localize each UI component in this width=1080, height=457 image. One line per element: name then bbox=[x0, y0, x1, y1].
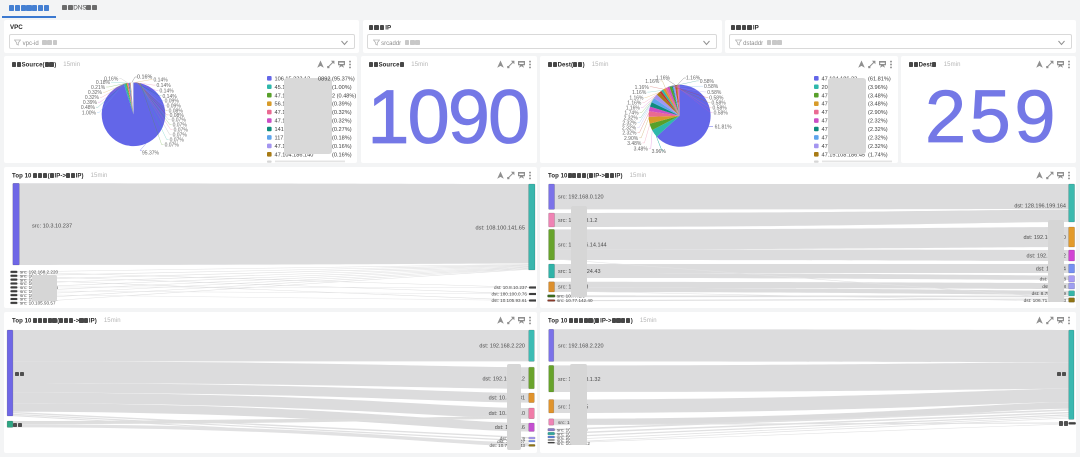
svg-text:1.16%: 1.16% bbox=[626, 106, 641, 112]
svg-text:0.07%: 0.07% bbox=[173, 122, 188, 128]
svg-text:dst: 180.100.0.76: dst: 180.100.0.76 bbox=[491, 292, 527, 297]
svg-text:0.58%: 0.58% bbox=[709, 95, 724, 101]
svg-text:(0.16%): (0.16%) bbox=[332, 144, 352, 150]
svg-text:dst: 192.168.1.12: dst: 192.168.1.12 bbox=[482, 377, 525, 383]
svg-text:(0.32%): (0.32%) bbox=[332, 110, 352, 116]
svg-text:47.104.186.140: 47.104.186.140 bbox=[275, 153, 314, 159]
svg-text:1.16%: 1.16% bbox=[635, 85, 650, 91]
svg-text:0.58%: 0.58% bbox=[704, 84, 719, 90]
svg-text:dst: 192.168.2.220: dst: 192.168.2.220 bbox=[479, 344, 525, 350]
svg-text:0.58%: 0.58% bbox=[700, 79, 715, 85]
svg-text:0.14%: 0.14% bbox=[157, 83, 172, 89]
svg-text:src: 10.3.10.237: src: 10.3.10.237 bbox=[32, 224, 72, 230]
svg-text:0.08%: 0.08% bbox=[170, 113, 185, 119]
svg-text:(61.81%): (61.81%) bbox=[868, 76, 891, 82]
svg-text:1.16%: 1.16% bbox=[627, 101, 642, 107]
svg-text:0.14%: 0.14% bbox=[160, 89, 175, 95]
svg-text:dst: 192.168.3.40: dst: 192.168.3.40 bbox=[1023, 235, 1066, 241]
svg-text:0.07%: 0.07% bbox=[174, 127, 189, 133]
svg-text:61.81%: 61.81% bbox=[715, 125, 733, 131]
svg-text:0.09%: 0.09% bbox=[167, 103, 182, 109]
svg-text:dst: 106.71.182.143: dst: 106.71.182.143 bbox=[1024, 298, 1067, 304]
svg-text:1.16%: 1.16% bbox=[629, 95, 644, 101]
svg-text:2.32%: 2.32% bbox=[624, 116, 639, 122]
svg-text:(2.32%): (2.32%) bbox=[868, 136, 888, 142]
svg-text:1.00%: 1.00% bbox=[82, 111, 97, 117]
svg-text:(0.16%): (0.16%) bbox=[332, 153, 352, 159]
svg-text:1.16%: 1.16% bbox=[656, 76, 671, 82]
svg-text:0.08%: 0.08% bbox=[169, 108, 184, 114]
svg-text:2.32%: 2.32% bbox=[622, 126, 637, 132]
svg-text:2.32%: 2.32% bbox=[622, 131, 637, 137]
svg-text:2.32%: 2.32% bbox=[622, 121, 637, 127]
svg-text:(1.74%): (1.74%) bbox=[868, 153, 888, 159]
svg-text:(0.27%): (0.27%) bbox=[332, 127, 352, 133]
svg-text:(0.32%): (0.32%) bbox=[332, 119, 352, 125]
svg-text:(2.32%): (2.32%) bbox=[868, 119, 888, 125]
svg-text:1.16%: 1.16% bbox=[645, 79, 660, 85]
svg-text:0.32%: 0.32% bbox=[85, 95, 100, 101]
svg-text:(2.32%): (2.32%) bbox=[868, 127, 888, 133]
svg-text:47.15.108.186:45: 47.15.108.186:45 bbox=[822, 153, 866, 159]
svg-text:95.37%: 95.37% bbox=[142, 151, 160, 157]
svg-text:0.07%: 0.07% bbox=[173, 132, 188, 138]
svg-text:0.07%: 0.07% bbox=[170, 137, 185, 143]
svg-text:src: 192.168.2.220: src: 192.168.2.220 bbox=[20, 270, 58, 275]
svg-text:0.18%: 0.18% bbox=[96, 80, 111, 86]
svg-text:src: 10.3.1.1: src: 10.3.1.1 bbox=[557, 438, 583, 443]
svg-text:0.07%: 0.07% bbox=[165, 143, 180, 149]
svg-text:0.58%: 0.58% bbox=[714, 111, 729, 117]
svg-text:0.39%: 0.39% bbox=[83, 100, 98, 106]
svg-text:0.07%: 0.07% bbox=[172, 118, 187, 124]
svg-text:0892 (95.37%): 0892 (95.37%) bbox=[318, 76, 355, 82]
svg-text:dst: 10.8.10.237: dst: 10.8.10.237 bbox=[494, 285, 527, 290]
svg-text:0.32%: 0.32% bbox=[88, 90, 103, 96]
svg-text:src: 10.9.2.9: src: 10.9.2.9 bbox=[557, 435, 583, 440]
svg-text:dst: 10.105.93.61: dst: 10.105.93.61 bbox=[491, 298, 527, 303]
svg-text:0.21%: 0.21% bbox=[91, 85, 106, 91]
svg-text:0.48%: 0.48% bbox=[81, 105, 96, 111]
svg-text:(3.96%): (3.96%) bbox=[868, 85, 888, 91]
svg-text:0.16%: 0.16% bbox=[137, 75, 152, 81]
svg-text:0.58%: 0.58% bbox=[713, 106, 728, 112]
svg-text:3.96%: 3.96% bbox=[652, 149, 667, 155]
svg-text:0.14%: 0.14% bbox=[154, 78, 169, 84]
svg-text:2.90%: 2.90% bbox=[624, 136, 639, 142]
svg-text:1.16%: 1.16% bbox=[686, 76, 701, 82]
svg-text:src: 10.105.93.57: src: 10.105.93.57 bbox=[20, 301, 56, 306]
svg-text:src: 192.168.0.120: src: 192.168.0.120 bbox=[558, 195, 604, 201]
svg-text:(0.18%): (0.18%) bbox=[332, 136, 352, 142]
svg-text:(2.32%): (2.32%) bbox=[868, 144, 888, 150]
svg-text:0.16%: 0.16% bbox=[104, 77, 119, 83]
svg-text:0.58%: 0.58% bbox=[712, 101, 727, 107]
svg-text:1.16%: 1.16% bbox=[632, 90, 647, 96]
svg-text:0.09%: 0.09% bbox=[165, 99, 180, 105]
svg-text:3.48%: 3.48% bbox=[634, 146, 649, 152]
svg-text:src: 10.77.142.40: src: 10.77.142.40 bbox=[557, 298, 593, 303]
svg-text:dst: 108.100.141.65: dst: 108.100.141.65 bbox=[476, 226, 525, 232]
svg-text:(0.39%): (0.39%) bbox=[332, 102, 352, 108]
svg-text:dst: 192.168.5.2: dst: 192.168.5.2 bbox=[1027, 254, 1066, 260]
svg-text:0.14%: 0.14% bbox=[163, 94, 178, 100]
svg-text:2 (0.48%): 2 (0.48%) bbox=[332, 93, 356, 99]
svg-text:(2.90%): (2.90%) bbox=[868, 110, 888, 116]
svg-text:0.58%: 0.58% bbox=[707, 90, 722, 96]
svg-text:dst: 10.3.10.10: dst: 10.3.10.10 bbox=[489, 411, 525, 417]
svg-text:src: 10.77.1.6: src: 10.77.1.6 bbox=[557, 294, 585, 299]
svg-text:dst: 10.8.10.81: dst: 10.8.10.81 bbox=[489, 396, 525, 402]
svg-text:1.74%: 1.74% bbox=[624, 111, 639, 117]
svg-text:(3.48%): (3.48%) bbox=[868, 93, 888, 99]
svg-text:3.48%: 3.48% bbox=[627, 141, 642, 147]
svg-text:(3.48%): (3.48%) bbox=[868, 102, 888, 108]
svg-text:src: 192.168.2.220: src: 192.168.2.220 bbox=[558, 343, 604, 349]
svg-text:(1.00%): (1.00%) bbox=[332, 85, 352, 91]
svg-text:dst: 128.196.199.164: dst: 128.196.199.164 bbox=[1014, 204, 1066, 210]
